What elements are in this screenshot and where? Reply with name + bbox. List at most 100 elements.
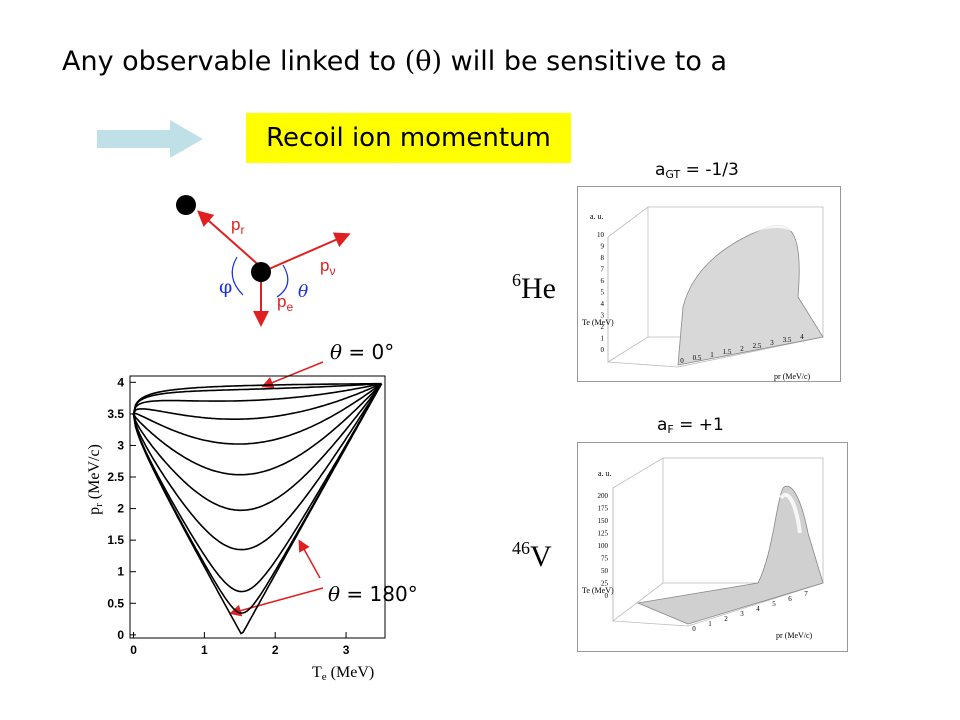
- tick-label: 100: [598, 542, 609, 550]
- theta-0-annotation: θ = 0°: [330, 340, 395, 364]
- angle-curve: [133, 383, 382, 445]
- x-tick-label: 0: [130, 643, 137, 657]
- pnu-label: pν: [320, 256, 335, 278]
- tick-label: 8: [601, 254, 605, 262]
- angle-curve: [132, 382, 382, 415]
- pr-label: pr: [231, 215, 244, 237]
- af-coefficient-label: aF = +1: [657, 415, 724, 436]
- tick-label: 2.5: [753, 342, 762, 350]
- angle-curve: [132, 382, 382, 415]
- x-tick-label: 1: [201, 643, 208, 657]
- recoil-momentum-vs-energy-plot: 0 0.5 1 1.5 2 2.5 3 3.5 4 0 1 2 3: [107, 375, 386, 657]
- v46-surface: [636, 485, 824, 625]
- curve-family: [132, 382, 383, 635]
- y-tick-label: 3.5: [107, 407, 124, 421]
- tick-label: 0: [601, 346, 605, 354]
- right-arrow-icon: [97, 120, 203, 158]
- y-tick-label: 1.5: [107, 533, 124, 547]
- y-tick-label: 2: [117, 502, 124, 516]
- annotation-arrows: [229, 361, 324, 617]
- tick-label: 5: [772, 600, 776, 608]
- v46-z-tick-labels: 200 175 150 125 100 75 50 25 0: [598, 492, 609, 600]
- pr-arrow: [197, 210, 263, 269]
- theta-180-annotation: θ = 180°: [328, 582, 418, 606]
- tick-label: 2: [740, 345, 744, 353]
- headline-part1: Any observable linked to: [62, 46, 405, 77]
- angle-curve: [132, 383, 383, 551]
- tick-label: 150: [598, 517, 609, 525]
- y-tick-label: 3: [117, 438, 124, 452]
- tick-label: 0: [605, 592, 609, 600]
- he6-3d-plot-panel: a. u. 10 9 8 7 6 5 4 3 2 1 0 Te (MeV) pr (MeV/c) 0…: [577, 186, 841, 382]
- x-tick-label: 2: [272, 643, 279, 657]
- tick-label: 25: [601, 580, 609, 588]
- headline-theta: (θ): [404, 46, 443, 77]
- plot-frame: [129, 375, 386, 639]
- nucleus-particle: [251, 262, 271, 282]
- angle-curve: [132, 383, 383, 512]
- v46-3d-plot-panel: a. u. 200 175 150 125 100 75 50 25 0 Te (MeV) pr…: [577, 442, 848, 652]
- tick-label: 50: [601, 567, 609, 575]
- x-tick-label: 3: [343, 643, 350, 657]
- tick-label: 6: [601, 277, 605, 285]
- tick-label: 75: [601, 555, 609, 563]
- y-tick-label: 4: [117, 375, 124, 389]
- vanadium46-label: 46V: [512, 538, 552, 573]
- theta-arc: [276, 264, 289, 298]
- decay-kinematics-diagram: pr pν pe φ θ: [176, 195, 351, 327]
- tick-label: 0: [680, 357, 684, 365]
- y-tick-label: 1: [117, 565, 124, 579]
- headline: Any observable linked to (θ) will be sen…: [62, 46, 727, 77]
- tick-label: 4: [756, 605, 760, 613]
- angle-curve: [132, 383, 383, 593]
- tick-label: 5: [601, 289, 605, 297]
- headline-part2: will be sensitive to a: [442, 46, 728, 77]
- tick-label: 0: [692, 625, 696, 633]
- v46-pr-label: pr (MeV/c): [776, 631, 813, 640]
- tick-label: 175: [598, 505, 609, 513]
- he6-pr-label: pr (MeV/c): [774, 372, 811, 381]
- tick-label: 1: [710, 351, 714, 359]
- tick-label: 1: [708, 620, 712, 628]
- tick-label: 4: [601, 300, 605, 308]
- y-tick-label: 2.5: [107, 470, 124, 484]
- y-tick-label: 0: [117, 628, 124, 642]
- theta180-pointer-tip: [229, 587, 324, 617]
- theta-symbol: θ: [298, 282, 308, 302]
- tick-label: 1.5: [723, 348, 732, 356]
- tick-label: 7: [601, 266, 605, 274]
- tick-label: 7: [804, 590, 808, 598]
- helium6-label: 6He: [512, 270, 556, 305]
- tick-label: 3: [601, 312, 605, 320]
- tick-label: 6: [788, 595, 792, 603]
- pnu-arrow: [261, 232, 351, 273]
- x-axis-label: Te (MeV): [312, 664, 375, 683]
- angle-curve: [132, 382, 382, 415]
- tick-label: 200: [598, 492, 609, 500]
- angle-curve: [132, 383, 383, 635]
- tick-label: 2: [724, 615, 728, 623]
- he6-zlabel: a. u.: [590, 212, 604, 221]
- he6-te-label: Te (MeV): [582, 318, 614, 327]
- recoil-ion-particle: [176, 195, 196, 215]
- pe-label: pe: [277, 292, 293, 314]
- tick-label: 9: [601, 243, 605, 251]
- tick-label: 4: [800, 333, 804, 341]
- v46-zlabel: a. u.: [598, 469, 612, 478]
- tick-label: 2: [601, 323, 605, 331]
- angle-curve: [132, 382, 382, 420]
- x-tick-labels: 0 1 2 3: [130, 632, 350, 657]
- agt-coefficient-label: aGT = -1/3: [655, 160, 739, 181]
- tick-label: 10: [597, 231, 605, 239]
- recoil-ion-momentum-label: Recoil ion momentum: [246, 113, 571, 163]
- y-axis-label: pr (MeV/c): [85, 444, 105, 515]
- y-tick-label: 0.5: [107, 596, 124, 610]
- phi-arc: [231, 256, 244, 296]
- v46-pr-tick-labels: 0 1 2 3 4 5 6 7: [692, 590, 808, 633]
- v46-te-label: Te (MeV): [582, 586, 614, 595]
- he6-pr-tick-labels: 0 0.5 1 1.5 2 2.5 3 3.5 4: [680, 333, 804, 365]
- phi-symbol: φ: [219, 276, 232, 298]
- he6-surface: [677, 224, 824, 366]
